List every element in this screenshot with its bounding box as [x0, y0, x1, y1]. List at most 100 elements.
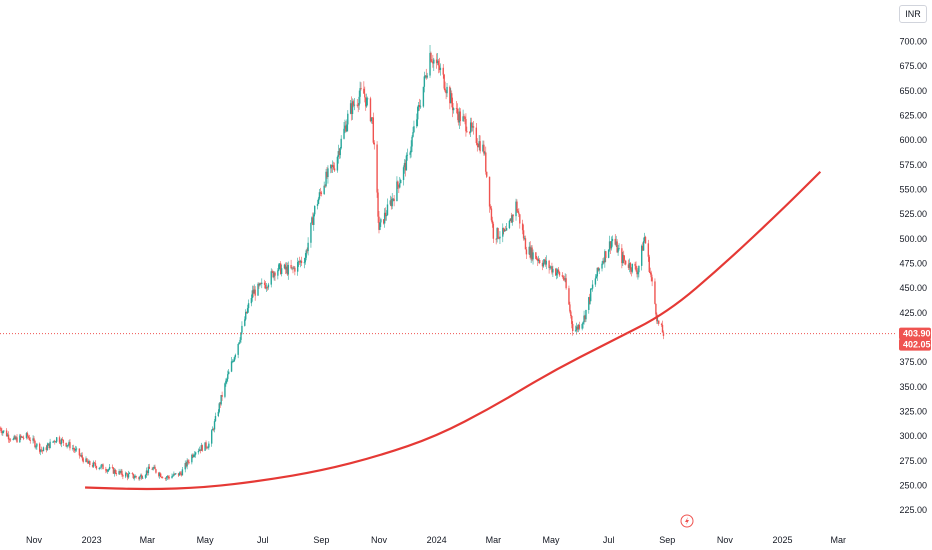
- candle: [14, 435, 16, 440]
- x-tick-label: Sep: [313, 535, 329, 545]
- candle: [185, 462, 187, 468]
- y-tick-label: 475.00: [899, 259, 927, 269]
- candle: [384, 207, 387, 221]
- candle: [42, 446, 45, 452]
- candle: [594, 274, 597, 287]
- candle: [433, 57, 435, 72]
- candle: [529, 241, 531, 260]
- candle: [250, 294, 253, 307]
- candle: [127, 470, 130, 479]
- candle: [56, 436, 58, 444]
- candle: [385, 210, 388, 221]
- candle: [72, 444, 74, 451]
- candle: [643, 232, 646, 243]
- candle: [370, 117, 373, 124]
- candle: [522, 224, 525, 241]
- candle: [411, 135, 413, 153]
- candle: [312, 212, 314, 226]
- x-axis[interactable]: Nov 2023 Mar May Jul Sep Nov 2024 Mar May Jul Sep No…: [26, 535, 846, 545]
- candle: [316, 200, 319, 210]
- candle: [112, 466, 115, 475]
- candle: [138, 476, 140, 481]
- candle: [192, 453, 194, 459]
- x-tick-label: Mar: [486, 535, 502, 545]
- candle: [264, 280, 267, 290]
- y-tick-label: 225.00: [899, 505, 927, 515]
- candle: [191, 453, 193, 465]
- candle: [550, 265, 552, 270]
- candle: [91, 462, 94, 468]
- lightning-bolt-icon[interactable]: [680, 514, 694, 528]
- candle: [9, 438, 12, 442]
- candle: [177, 473, 180, 477]
- candle: [99, 467, 101, 469]
- candle: [81, 452, 83, 461]
- candle: [323, 181, 325, 195]
- candle: [79, 453, 82, 457]
- candle: [131, 472, 134, 475]
- candle: [21, 436, 23, 439]
- candle: [392, 198, 394, 202]
- candle: [649, 267, 651, 275]
- candle: [128, 471, 131, 475]
- candle: [238, 342, 240, 345]
- candle: [417, 105, 419, 127]
- candle: [545, 255, 547, 270]
- candle: [115, 470, 117, 477]
- candle: [69, 439, 71, 451]
- candle: [402, 165, 405, 186]
- candle: [122, 473, 124, 480]
- candle: [28, 434, 30, 441]
- candle: [495, 238, 497, 245]
- y-axis[interactable]: 725.00700.00675.00650.00625.00600.00575.…: [899, 12, 927, 515]
- candle: [523, 235, 526, 241]
- candle: [38, 442, 41, 454]
- candle: [508, 219, 511, 230]
- candle: [443, 73, 445, 90]
- candle: [339, 147, 341, 159]
- candle: [371, 117, 374, 124]
- candle: [306, 247, 308, 254]
- candle: [3, 430, 5, 434]
- candle: [307, 237, 309, 256]
- candle: [317, 196, 320, 205]
- candle: [252, 285, 254, 298]
- candle: [424, 75, 426, 79]
- candle: [53, 440, 55, 443]
- candle: [198, 446, 201, 452]
- candle: [647, 239, 650, 262]
- candle: [429, 45, 431, 78]
- candle: [417, 102, 420, 112]
- candle: [571, 315, 573, 329]
- candle: [602, 258, 604, 266]
- candle: [16, 434, 18, 444]
- candle: [518, 208, 520, 217]
- candle: [359, 81, 361, 104]
- candle: [12, 437, 14, 441]
- candle: [537, 257, 539, 267]
- candle: [660, 322, 663, 327]
- currency-label[interactable]: INR: [899, 5, 927, 23]
- y-tick-label: 550.00: [899, 185, 927, 195]
- candle: [416, 113, 418, 129]
- candle: [41, 449, 44, 454]
- candle: [410, 140, 412, 158]
- candle: [638, 265, 640, 278]
- candle: [557, 266, 560, 274]
- candle: [166, 474, 168, 480]
- x-tick-label: Nov: [26, 535, 43, 545]
- candle: [425, 68, 427, 80]
- candle: [399, 176, 401, 189]
- candle: [376, 141, 378, 198]
- candle: [462, 109, 464, 122]
- candle: [617, 244, 619, 256]
- curved-trendline[interactable]: [85, 170, 822, 491]
- candle: [287, 261, 289, 280]
- candle: [391, 193, 393, 210]
- candle: [292, 265, 294, 274]
- candle: [52, 441, 54, 443]
- candle: [48, 443, 50, 450]
- candle: [343, 121, 345, 140]
- candle: [650, 270, 652, 282]
